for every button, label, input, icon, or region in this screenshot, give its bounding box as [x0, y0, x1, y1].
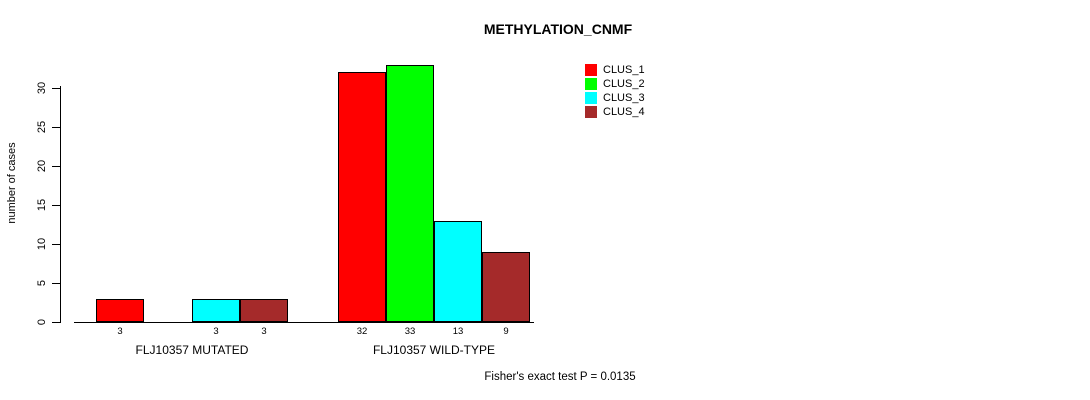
y-axis-tick-label: 10 — [36, 237, 48, 251]
legend-item: CLUS_2 — [585, 77, 645, 91]
bar-value-label: 3 — [261, 326, 267, 337]
legend-label: CLUS_4 — [603, 106, 645, 118]
y-axis-line — [60, 86, 61, 323]
legend-swatch-clus_4 — [585, 106, 597, 118]
bar-clus_2-2 — [386, 65, 434, 322]
y-axis-tick — [52, 166, 60, 167]
bar-clus_1-1 — [96, 299, 144, 322]
x-axis-category-label: FLJ10357 MUTATED — [135, 343, 249, 357]
legend-swatch-clus_1 — [585, 64, 597, 76]
legend-swatch-clus_2 — [585, 78, 597, 90]
y-axis-tick-label: 15 — [36, 198, 48, 212]
y-axis-tick — [52, 205, 60, 206]
y-axis-tick — [52, 88, 60, 89]
bar-clus_3-2 — [434, 221, 482, 322]
bar-value-label: 3 — [117, 326, 123, 337]
bar-clus_1-2 — [338, 72, 386, 322]
y-axis-tick — [52, 283, 60, 284]
y-axis-tick-label: 30 — [36, 81, 48, 95]
fisher-test-annotation: Fisher's exact test P = 0.0135 — [484, 371, 636, 383]
legend-item: CLUS_3 — [585, 91, 645, 105]
bar-clus_4-2 — [482, 252, 530, 322]
bar-clus_3-1 — [192, 299, 240, 322]
chart-title: METHYLATION_CNMF — [483, 21, 633, 37]
legend: CLUS_1 CLUS_2 CLUS_3 CLUS_4 — [585, 63, 645, 119]
y-axis-tick-label: 0 — [36, 318, 48, 326]
y-axis-tick — [52, 244, 60, 245]
y-axis-tick-label: 20 — [36, 159, 48, 173]
bar-value-label: 33 — [404, 326, 416, 337]
bar-value-label: 3 — [213, 326, 219, 337]
legend-label: CLUS_1 — [603, 64, 645, 76]
bar-value-label: 32 — [356, 326, 368, 337]
bar-clus_4-1 — [240, 299, 288, 322]
legend-label: CLUS_3 — [603, 92, 645, 104]
x-axis-baseline — [74, 322, 534, 323]
legend-swatch-clus_3 — [585, 92, 597, 104]
bar-value-label: 13 — [452, 326, 464, 337]
y-axis-label: number of cases — [6, 142, 18, 224]
y-axis-tick — [52, 127, 60, 128]
y-axis-tick — [52, 322, 60, 323]
x-axis-category-label: FLJ10357 WILD-TYPE — [372, 343, 496, 357]
y-axis-tick-label: 25 — [36, 120, 48, 134]
bar-value-label: 9 — [503, 326, 509, 337]
legend-item: CLUS_1 — [585, 63, 645, 77]
legend-label: CLUS_2 — [603, 78, 645, 90]
legend-item: CLUS_4 — [585, 105, 645, 119]
y-axis-tick-label: 5 — [36, 279, 48, 287]
